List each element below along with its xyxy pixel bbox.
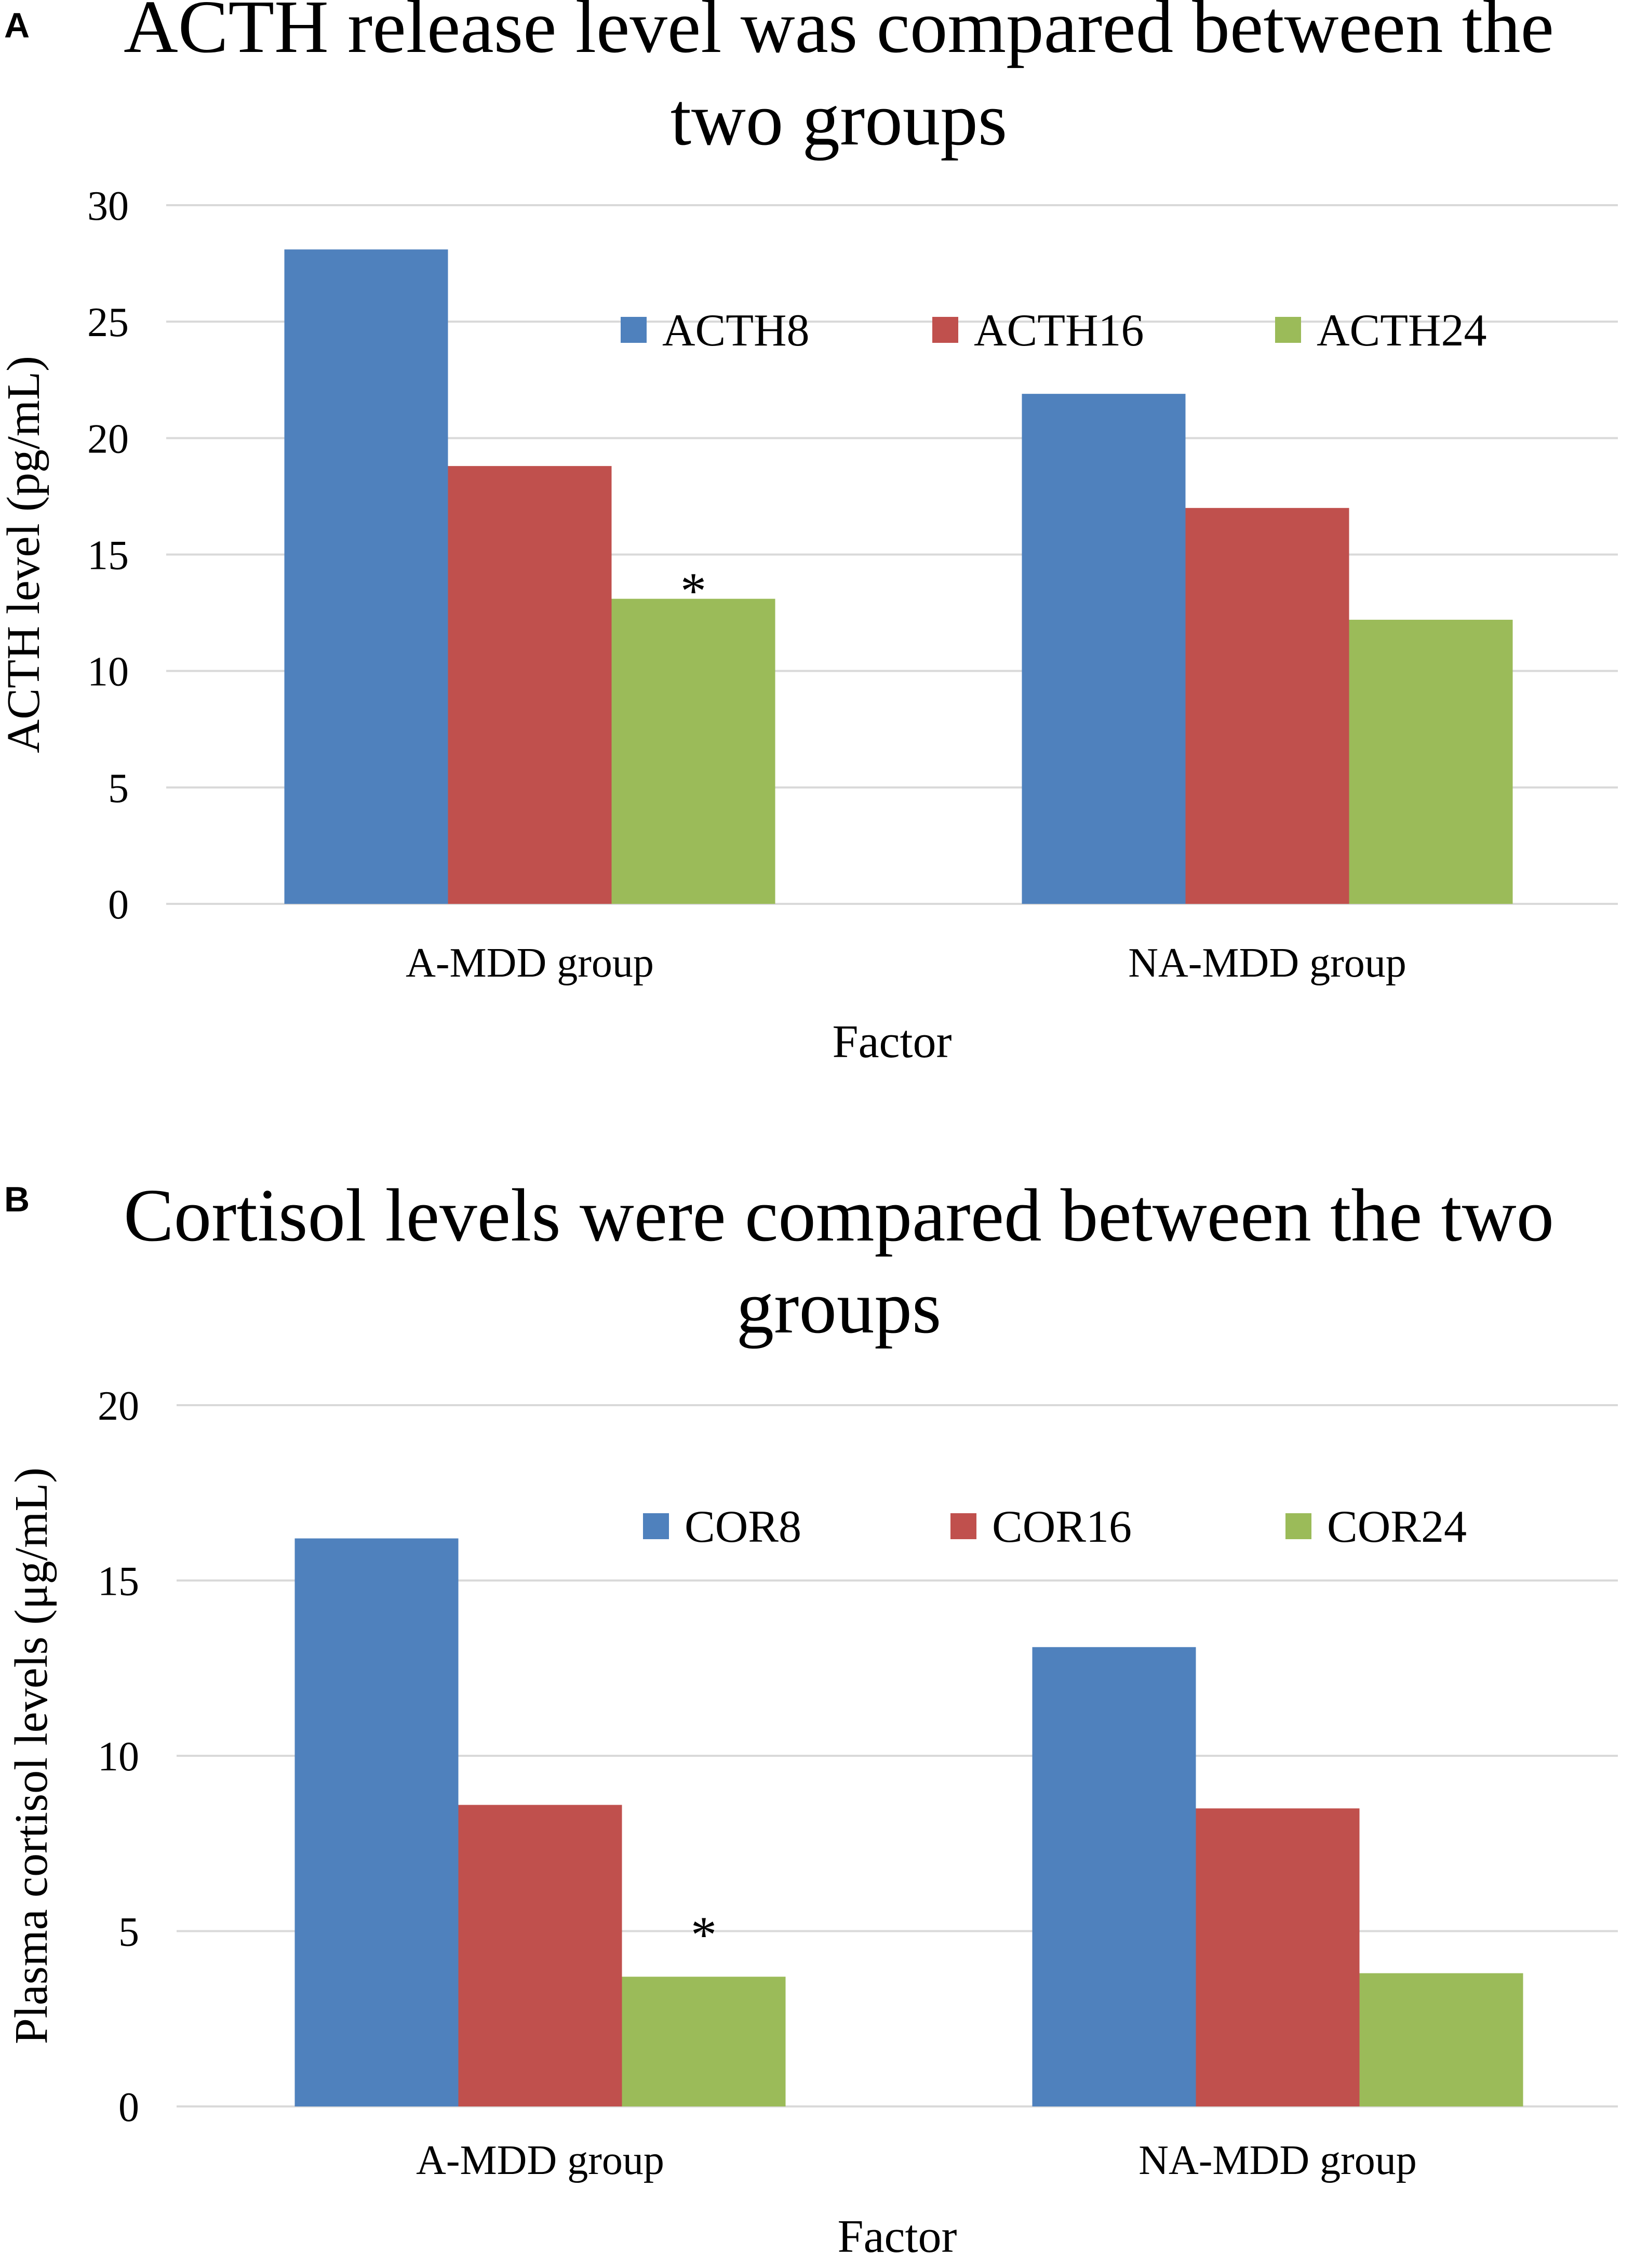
x-category-label: A-MDD group bbox=[416, 2138, 664, 2183]
x-category-label: NA-MDD group bbox=[1138, 2138, 1417, 2183]
legend-label: ACTH8 bbox=[662, 305, 810, 356]
bar-acth8-a-mdd bbox=[284, 249, 448, 904]
legend-label: ACTH24 bbox=[1317, 305, 1487, 356]
bar-cor24-na-mdd bbox=[1359, 1973, 1523, 2106]
bar-cor16-na-mdd bbox=[1196, 1808, 1360, 2106]
y-tick-label: 0 bbox=[108, 882, 129, 928]
x-category-label: A-MDD group bbox=[406, 940, 654, 986]
legend-swatch bbox=[1285, 1513, 1311, 1539]
legend-label: COR24 bbox=[1327, 1502, 1467, 1552]
x-axis-title: Factor bbox=[838, 2211, 957, 2262]
chart-b-svg: B Cortisol levels were compared between t… bbox=[4, 1174, 1618, 2262]
panel-label: B bbox=[4, 1180, 30, 1219]
significance-asterisk: * bbox=[691, 1905, 717, 1963]
legend-swatch bbox=[1275, 317, 1301, 343]
y-tick-label: 30 bbox=[87, 183, 129, 229]
legend-swatch bbox=[932, 317, 958, 343]
x-category-label: NA-MDD group bbox=[1128, 940, 1406, 986]
chart-a-svg: A ACTH release level was compared between… bbox=[0, 0, 1618, 1068]
chart-title-line: groups bbox=[736, 1266, 942, 1349]
legend-swatch bbox=[621, 317, 647, 343]
y-tick-label: 15 bbox=[87, 533, 129, 579]
bar-acth24-a-mdd bbox=[611, 598, 775, 904]
chart-title-line: ACTH release level was compared between … bbox=[124, 0, 1554, 69]
bar-cor8-na-mdd bbox=[1032, 1647, 1196, 2106]
bar-acth16-na-mdd bbox=[1185, 508, 1349, 904]
chart-panel-b: B Cortisol levels were compared between t… bbox=[0, 1169, 1648, 2268]
bar-cor16-a-mdd bbox=[458, 1805, 622, 2106]
chart-title-line: Cortisol levels were compared between th… bbox=[124, 1174, 1554, 1257]
y-tick-label: 10 bbox=[98, 1734, 139, 1780]
bar-cor24-a-mdd bbox=[622, 1977, 786, 2106]
legend-label: ACTH16 bbox=[974, 305, 1144, 356]
bar-acth8-na-mdd bbox=[1022, 394, 1186, 904]
y-tick-label: 20 bbox=[98, 1383, 139, 1429]
y-tick-label: 25 bbox=[87, 300, 129, 345]
legend-label: COR16 bbox=[992, 1502, 1132, 1552]
legend-swatch bbox=[950, 1513, 976, 1539]
legend-label: COR8 bbox=[685, 1502, 801, 1552]
y-tick-label: 5 bbox=[108, 766, 129, 811]
legend: ACTH8 ACTH16 ACTH24 bbox=[621, 305, 1487, 356]
y-tick-label: 10 bbox=[87, 649, 129, 695]
y-tick-label: 0 bbox=[118, 2085, 139, 2130]
legend: COR8 COR16 COR24 bbox=[643, 1502, 1467, 1552]
legend-swatch bbox=[643, 1513, 669, 1539]
bar-acth16-a-mdd bbox=[448, 466, 612, 904]
chart-title-line: two groups bbox=[671, 78, 1007, 161]
significance-asterisk: * bbox=[680, 562, 706, 620]
y-tick-label: 15 bbox=[98, 1559, 139, 1605]
chart-panel-a: A ACTH release level was compared between… bbox=[0, 0, 1648, 1117]
y-axis-title: Plasma cortisol levels (μg/mL) bbox=[6, 1467, 57, 2045]
bar-cor8-a-mdd bbox=[294, 1538, 459, 2106]
x-axis-title: Factor bbox=[833, 1016, 952, 1068]
y-tick-label: 5 bbox=[118, 1910, 139, 1955]
y-axis-title: ACTH level (pg/mL) bbox=[0, 356, 49, 753]
panel-label: A bbox=[4, 6, 30, 45]
bar-acth24-na-mdd bbox=[1349, 620, 1513, 904]
y-tick-label: 20 bbox=[87, 416, 129, 462]
